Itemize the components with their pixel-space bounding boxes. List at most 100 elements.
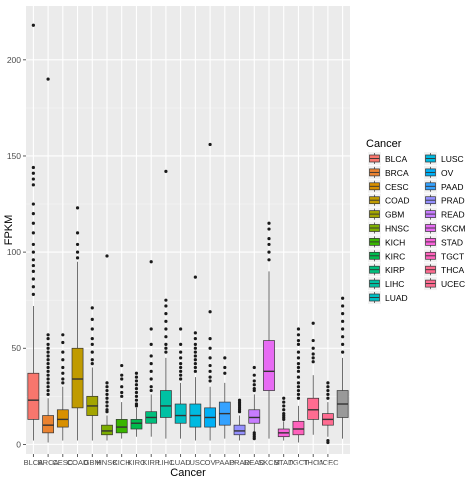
outlier-point	[134, 379, 139, 383]
box-iqr	[292, 420, 305, 436]
legend-item-ucec: UCEC	[424, 277, 465, 291]
legend-label: KIRC	[385, 251, 405, 261]
box-coad	[71, 206, 84, 441]
box-iqr	[56, 409, 69, 428]
outlier-point	[46, 354, 50, 358]
y-axis: 0 50 100 150 200	[7, 55, 26, 449]
outlier-point	[31, 263, 35, 268]
legend-item-read: READ	[424, 207, 465, 221]
outlier-point	[252, 437, 256, 441]
x-tick-label: COAD	[67, 458, 89, 467]
outlier-point	[149, 354, 153, 358]
outlier-point	[31, 171, 35, 175]
outlier-point	[90, 342, 94, 347]
outlier-point	[267, 221, 271, 225]
outlier-point	[164, 346, 168, 350]
outlier-point	[31, 269, 35, 273]
outlier-point	[120, 394, 124, 398]
outlier-point	[208, 142, 212, 147]
x-tick-label: GBM	[84, 458, 101, 467]
legend-item-lusc: LUSC	[424, 152, 464, 165]
box-series	[27, 23, 349, 445]
box-gbm	[86, 306, 99, 441]
outlier-point	[311, 356, 315, 360]
outlier-point	[208, 310, 212, 314]
outlier-point	[90, 358, 94, 362]
outlier-point	[179, 327, 183, 331]
box-iqr	[101, 424, 113, 436]
outlier-point	[61, 350, 65, 354]
outlier-point	[61, 358, 65, 362]
legend: Cancer BLCA BRCA CESC COAD GBM HNSC KICH KIRC KI…	[366, 138, 466, 304]
outlier-point	[61, 381, 65, 385]
outlier-point	[267, 258, 271, 262]
outlier-point	[31, 250, 35, 254]
outlier-point	[341, 327, 345, 331]
outlier-point	[75, 256, 80, 260]
outlier-point	[46, 337, 50, 341]
legend-item-kirc: KIRC	[368, 249, 405, 263]
legend-item-stad: STAD	[424, 235, 463, 249]
outlier-point	[134, 394, 139, 398]
outlier-point	[46, 377, 50, 381]
outlier-point	[46, 362, 50, 366]
outlier-point	[193, 342, 197, 347]
outlier-point	[134, 387, 139, 391]
x-tick-label: UCEC	[317, 458, 339, 467]
box-kich	[115, 363, 128, 439]
outlier-point	[252, 388, 256, 393]
outlier-point	[149, 385, 153, 389]
outlier-point	[252, 373, 256, 377]
x-tick-label: THCA	[303, 458, 323, 467]
outlier-point	[46, 346, 50, 350]
legend-item-cesc: CESC	[368, 179, 409, 193]
box-blca	[27, 23, 40, 441]
outlier-point	[282, 400, 286, 404]
outlier-point	[149, 377, 153, 381]
outlier-point	[61, 340, 65, 345]
outlier-point	[223, 371, 227, 375]
outlier-point	[311, 352, 315, 356]
outlier-point	[46, 381, 50, 385]
x-tick-label: KICH	[113, 458, 131, 467]
legend-label: HNSC	[385, 224, 409, 234]
outlier-point	[164, 304, 168, 308]
outlier-point	[31, 258, 35, 262]
outlier-point	[90, 350, 94, 354]
outlier-point	[193, 331, 197, 335]
outlier-point	[296, 362, 301, 366]
legend-label: BLCA	[385, 154, 408, 164]
box-lusc	[189, 275, 202, 441]
outlier-point	[282, 396, 286, 400]
outlier-point	[208, 369, 212, 373]
outlier-point	[31, 212, 35, 216]
legend-label: LUAD	[385, 293, 408, 303]
legend-label: PRAD	[441, 196, 465, 206]
legend-item-skcm: SKCM	[424, 221, 466, 235]
outlier-point	[193, 362, 197, 366]
outlier-point	[134, 383, 139, 387]
outlier-point	[326, 388, 330, 393]
outlier-point	[46, 333, 50, 337]
box-kirc	[130, 371, 143, 437]
outlier-point	[179, 373, 183, 377]
x-tick-label: SKCM	[258, 458, 280, 467]
outlier-point	[164, 298, 168, 302]
outlier-point	[105, 381, 109, 385]
outlier-point	[31, 177, 35, 181]
outlier-point	[179, 350, 183, 354]
outlier-point	[267, 250, 271, 254]
outlier-point	[31, 277, 35, 281]
x-axis: BLCABRCACESCCOADGBMHNSCKICHKIRCKIRPLIHCL…	[24, 454, 339, 467]
outlier-point	[341, 342, 345, 347]
outlier-point	[267, 237, 271, 241]
legend-item-lihc: LIHC	[368, 277, 404, 291]
outlier-point	[341, 304, 345, 308]
legend-label: KIRP	[385, 265, 405, 275]
legend-label: SKCM	[441, 224, 466, 234]
outlier-point	[296, 381, 301, 385]
box-read	[248, 365, 261, 441]
outlier-point	[31, 165, 35, 170]
outlier-point	[311, 346, 315, 350]
outlier-point	[46, 342, 50, 347]
